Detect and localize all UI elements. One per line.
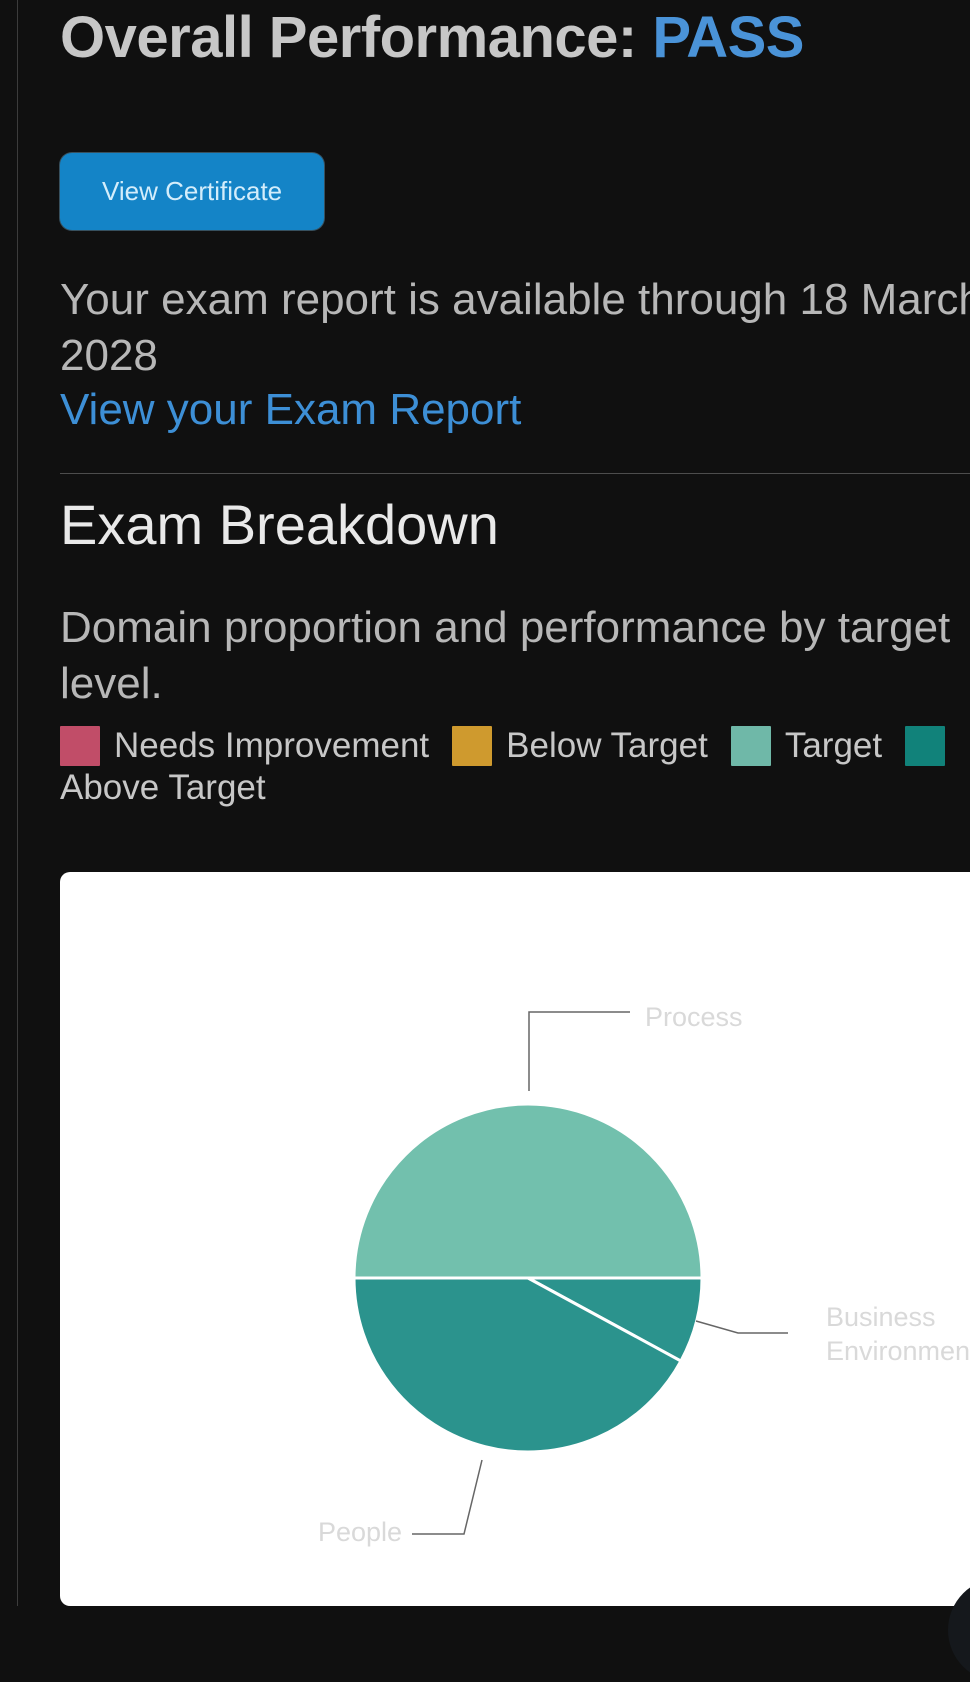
svg-text:People: People	[318, 1517, 402, 1547]
svg-text:Process: Process	[645, 1002, 743, 1032]
svg-text:Environment: Environment	[826, 1336, 970, 1366]
svg-text:Business: Business	[826, 1302, 936, 1332]
